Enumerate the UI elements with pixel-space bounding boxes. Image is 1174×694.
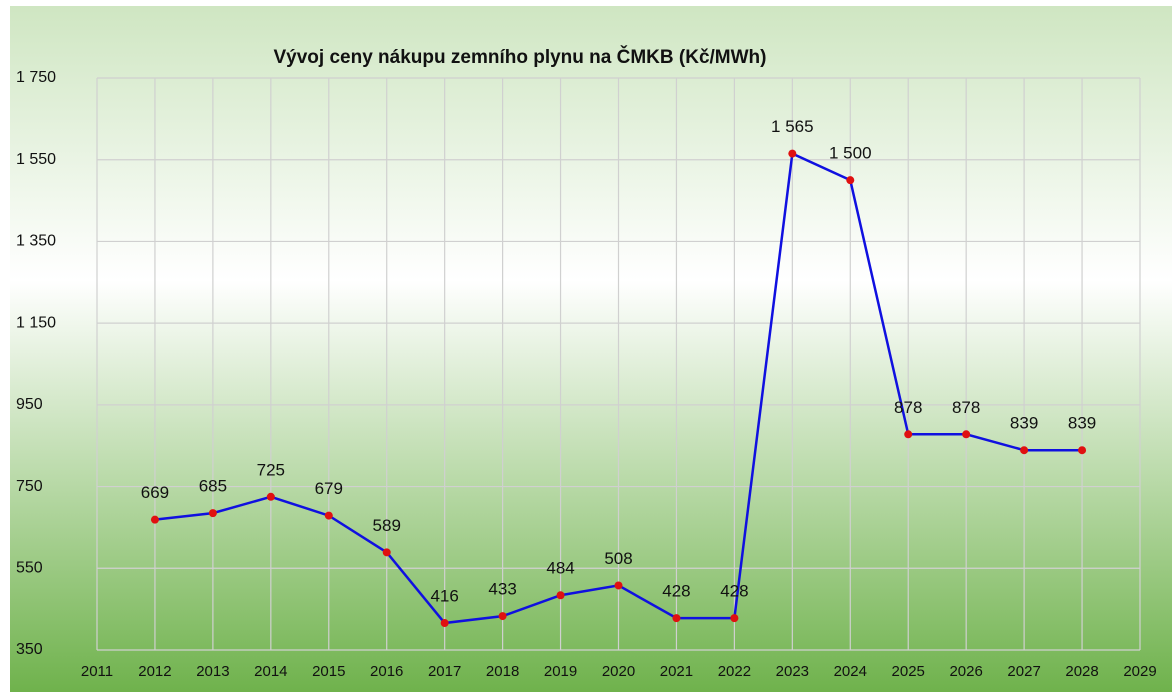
- data-label: 1 565: [771, 117, 814, 136]
- marker: [208, 509, 217, 518]
- marker: [324, 511, 333, 520]
- background: [10, 6, 1172, 692]
- x-tick-label: 2022: [718, 663, 751, 680]
- x-tick-label: 2026: [949, 663, 982, 680]
- data-label: 878: [952, 398, 980, 417]
- x-tick-label: 2014: [254, 663, 287, 680]
- data-label: 669: [141, 483, 169, 502]
- x-tick-label: 2020: [602, 663, 635, 680]
- data-label: 685: [199, 477, 227, 496]
- data-label: 428: [720, 582, 748, 601]
- marker: [846, 176, 855, 185]
- marker: [382, 548, 391, 557]
- marker: [730, 614, 739, 623]
- data-label: 416: [430, 587, 458, 606]
- marker: [150, 515, 159, 524]
- x-tick-label: 2018: [486, 663, 519, 680]
- x-tick-label: 2013: [196, 663, 229, 680]
- marker: [614, 581, 623, 590]
- data-label: 1 500: [829, 144, 872, 163]
- x-tick-label: 2021: [660, 663, 693, 680]
- marker: [904, 430, 913, 439]
- data-label: 679: [315, 479, 343, 498]
- x-tick-label: 2016: [370, 663, 403, 680]
- data-label: 484: [546, 559, 574, 578]
- marker: [962, 430, 971, 439]
- chart-title: Vývoj ceny nákupu zemního plynu na ČMKB …: [274, 46, 767, 68]
- y-tick-label: 1 350: [16, 233, 56, 250]
- y-tick-label: 550: [16, 560, 43, 577]
- y-tick-label: 1 750: [16, 69, 56, 86]
- x-tick-label: 2023: [776, 663, 809, 680]
- marker: [672, 614, 681, 623]
- data-label: 839: [1068, 414, 1096, 433]
- marker: [1078, 446, 1087, 455]
- data-label: 428: [662, 582, 690, 601]
- x-tick-label: 2027: [1007, 663, 1040, 680]
- x-tick-label: 2028: [1065, 663, 1098, 680]
- y-tick-label: 350: [16, 641, 43, 658]
- data-label: 725: [257, 460, 285, 479]
- y-tick-label: 1 150: [16, 314, 56, 331]
- x-tick-label: 2025: [892, 663, 925, 680]
- data-label: 433: [488, 580, 516, 599]
- data-label: 878: [894, 398, 922, 417]
- x-tick-label: 2012: [138, 663, 171, 680]
- y-tick-label: 1 550: [16, 151, 56, 168]
- marker: [788, 149, 797, 158]
- x-tick-label: 2024: [834, 663, 867, 680]
- marker: [1020, 446, 1029, 455]
- data-label: 839: [1010, 414, 1038, 433]
- y-tick-label: 750: [16, 478, 43, 495]
- x-tick-label: 2017: [428, 663, 461, 680]
- x-tick-label: 2019: [544, 663, 577, 680]
- marker: [498, 612, 507, 621]
- marker: [440, 619, 449, 628]
- data-label: 589: [373, 516, 401, 535]
- x-tick-label: 2015: [312, 663, 345, 680]
- y-tick-label: 950: [16, 396, 43, 413]
- x-tick-label: 2029: [1123, 663, 1156, 680]
- data-label: 508: [604, 549, 632, 568]
- x-tick-label: 2011: [81, 663, 113, 680]
- marker: [556, 591, 565, 600]
- marker: [266, 492, 275, 501]
